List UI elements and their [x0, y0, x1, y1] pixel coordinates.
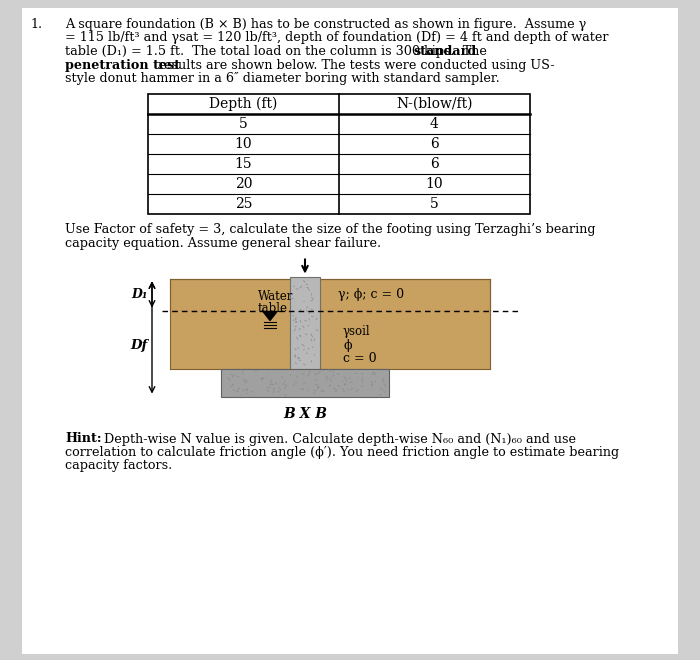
Text: 6: 6: [430, 137, 439, 150]
Bar: [290, 277, 320, 368]
Text: table: table: [258, 302, 288, 315]
Text: table (D₁) = 1.5 ft.  The total load on the column is 300 kips.  The: table (D₁) = 1.5 ft. The total load on t…: [65, 45, 491, 58]
Text: c = 0: c = 0: [343, 352, 377, 366]
Text: penetration test: penetration test: [65, 59, 180, 71]
Text: capacity equation. Assume general shear failure.: capacity equation. Assume general shear …: [65, 237, 381, 250]
Text: 10: 10: [426, 176, 443, 191]
Text: 6: 6: [430, 156, 439, 170]
Text: ϕ: ϕ: [343, 339, 351, 352]
Text: style donut hammer in a 6″ diameter boring with standard sampler.: style donut hammer in a 6″ diameter bori…: [65, 72, 500, 85]
Text: 20: 20: [234, 176, 252, 191]
Text: N-(blow/ft): N-(blow/ft): [396, 96, 473, 110]
Polygon shape: [263, 312, 277, 321]
Text: Depth (ft): Depth (ft): [209, 96, 278, 111]
Text: B X B: B X B: [283, 407, 327, 420]
Bar: [221, 368, 389, 397]
Text: = 115 lb/ft³ and γsat = 120 lb/ft³, depth of foundation (Df) = 4 ft and depth of: = 115 lb/ft³ and γsat = 120 lb/ft³, dept…: [65, 32, 608, 44]
Text: capacity factors.: capacity factors.: [65, 459, 172, 473]
Text: 4: 4: [430, 117, 439, 131]
Text: γsoil: γsoil: [343, 325, 370, 337]
Text: 1.: 1.: [30, 18, 42, 31]
Bar: [148, 94, 530, 213]
Text: Hint:: Hint:: [65, 432, 101, 446]
Text: Df: Df: [131, 339, 148, 352]
Text: Depth-wise N value is given. Calculate depth-wise N₆₀ and (N₁)₆₀ and use: Depth-wise N value is given. Calculate d…: [96, 432, 576, 446]
Bar: [170, 279, 490, 310]
Text: results are shown below. The tests were conducted using US-: results are shown below. The tests were …: [154, 59, 554, 71]
Text: standard: standard: [414, 45, 477, 58]
Text: 15: 15: [234, 156, 252, 170]
Text: Use Factor of safety = 3, calculate the size of the footing using Terzaghi’s bea: Use Factor of safety = 3, calculate the …: [65, 224, 596, 236]
Text: A square foundation (B × B) has to be constructed as shown in figure.  Assume γ: A square foundation (B × B) has to be co…: [65, 18, 587, 31]
Text: Water: Water: [258, 290, 293, 304]
Text: correlation to calculate friction angle (ϕ′). You need friction angle to estimat: correlation to calculate friction angle …: [65, 446, 619, 459]
Text: 25: 25: [234, 197, 252, 211]
Text: 5: 5: [239, 117, 248, 131]
Text: 5: 5: [430, 197, 439, 211]
Text: γ; ϕ; c = 0: γ; ϕ; c = 0: [338, 288, 404, 301]
Bar: [170, 310, 490, 368]
Text: 10: 10: [234, 137, 252, 150]
Text: D₁: D₁: [132, 288, 148, 301]
